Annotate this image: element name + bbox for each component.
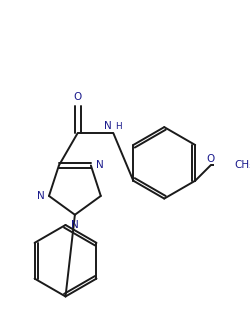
Text: CH₃: CH₃: [234, 160, 250, 170]
Text: H: H: [114, 122, 121, 132]
Text: N: N: [36, 191, 44, 201]
Text: O: O: [73, 92, 82, 102]
Text: N: N: [71, 220, 78, 230]
Text: O: O: [206, 154, 214, 164]
Text: N: N: [104, 122, 111, 132]
Text: N: N: [95, 160, 103, 170]
